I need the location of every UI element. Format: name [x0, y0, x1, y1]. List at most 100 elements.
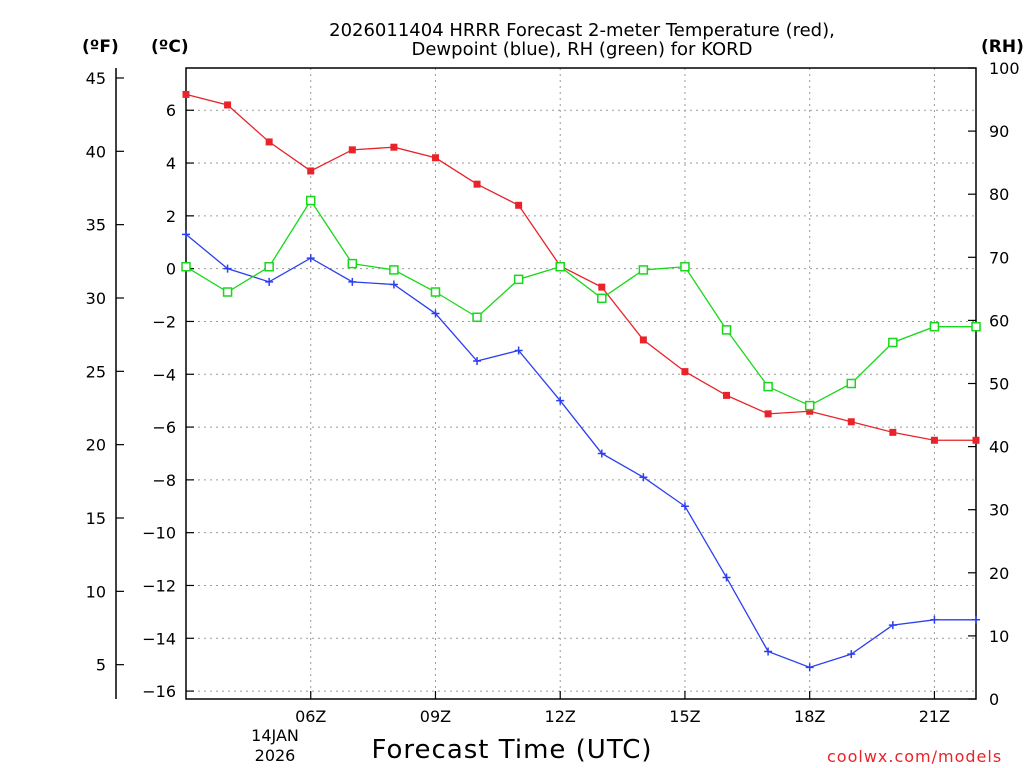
rh-tick-label: 20: [989, 564, 1009, 583]
data-point: [680, 262, 690, 272]
data-point: [265, 138, 273, 146]
data-point: [847, 650, 856, 659]
data-point: [930, 615, 939, 624]
data-point: [971, 321, 981, 332]
rh-tick-label: 100: [989, 59, 1020, 78]
data-point: [182, 230, 190, 239]
celsius-tick-label: −8: [152, 471, 176, 490]
data-point: [224, 101, 232, 109]
fahrenheit-unit-label: (ºF): [82, 37, 119, 57]
date-label-year: 2026: [255, 746, 296, 765]
x-tick-label: 12Z: [545, 707, 576, 726]
rh-tick-label: 0: [989, 690, 999, 709]
data-point: [515, 201, 523, 209]
data-point: [265, 277, 274, 286]
data-point: [223, 264, 232, 273]
data-point: [639, 473, 648, 482]
data-point: [722, 573, 731, 582]
fahrenheit-tick-label: 20: [86, 436, 106, 455]
x-tick-label: 15Z: [669, 707, 700, 726]
data-point: [764, 410, 772, 418]
x-axis-title: Forecast Time (UTC): [371, 735, 652, 765]
data-point: [763, 381, 773, 392]
data-point: [431, 154, 439, 162]
x-tick-label: 09Z: [420, 707, 451, 726]
rh-tick-label: 50: [989, 375, 1009, 394]
credit-text: coolwx.com/models: [827, 747, 1002, 766]
rh-unit-label: (RH): [981, 37, 1024, 57]
celsius-tick-label: −6: [152, 418, 176, 437]
data-point: [348, 146, 356, 154]
data-point: [513, 274, 524, 285]
data-point: [972, 615, 980, 624]
rh-tick-label: 30: [989, 501, 1009, 520]
data-point: [555, 262, 565, 272]
series-2-meter-temperature: [182, 90, 980, 444]
rh-tick-label: 70: [989, 248, 1009, 267]
data-point: [723, 391, 731, 399]
fahrenheit-tick-label: 30: [86, 289, 106, 308]
fahrenheit-tick-label: 10: [86, 582, 106, 601]
data-point: [929, 321, 940, 332]
data-point: [556, 396, 565, 405]
fahrenheit-tick-label: 35: [86, 216, 106, 235]
celsius-unit-label: (ºC): [151, 37, 189, 57]
data-point: [473, 357, 482, 366]
data-point: [764, 647, 773, 656]
data-point: [681, 368, 689, 376]
data-point: [598, 283, 606, 291]
data-point: [472, 312, 482, 322]
x-tick-label: 21Z: [919, 707, 950, 726]
rh-tick-label: 90: [989, 122, 1009, 141]
data-point: [638, 265, 649, 275]
data-point: [390, 143, 398, 151]
data-point: [888, 337, 898, 348]
date-label-day: 14JAN: [251, 726, 299, 745]
celsius-tick-label: −12: [142, 576, 176, 595]
data-point: [348, 277, 357, 286]
data-point: [846, 378, 857, 389]
series-dewpoint: [182, 230, 980, 672]
x-tick-label: 06Z: [295, 707, 326, 726]
data-point: [473, 180, 481, 188]
data-point: [307, 167, 315, 175]
data-point: [806, 407, 814, 415]
chart-title-line-1: 2026011404 HRRR Forecast 2-meter Tempera…: [329, 20, 835, 41]
data-point: [389, 280, 398, 289]
data-point: [597, 293, 607, 304]
data-point: [181, 262, 191, 272]
data-point: [888, 621, 897, 630]
rh-tick-label: 10: [989, 627, 1009, 646]
data-point: [182, 90, 190, 98]
celsius-tick-label: −4: [152, 365, 176, 384]
fahrenheit-tick-label: 15: [86, 509, 106, 528]
data-series: [181, 90, 981, 672]
data-point: [805, 663, 814, 672]
grid-lines: [186, 68, 976, 699]
celsius-tick-label: −16: [142, 682, 176, 701]
data-point: [431, 309, 440, 318]
data-point: [680, 502, 689, 511]
data-point: [597, 449, 606, 458]
fahrenheit-tick-label: 25: [86, 362, 106, 381]
data-point: [847, 418, 855, 426]
celsius-tick-label: 6: [166, 101, 176, 120]
series-line: [185, 233, 976, 669]
celsius-tick-label: −2: [152, 312, 176, 331]
data-point: [389, 265, 399, 275]
celsius-tick-label: −10: [142, 524, 176, 543]
x-tick-label: 18Z: [794, 707, 825, 726]
data-point: [305, 195, 316, 206]
chart-title-line-2: Dewpoint (blue), RH (green) for KORD: [411, 39, 752, 60]
fahrenheit-tick-label: 40: [86, 142, 106, 161]
fahrenheit-tick-label: 45: [86, 69, 106, 88]
data-point: [721, 325, 732, 335]
series-line: [185, 93, 976, 441]
series-line: [185, 199, 976, 407]
rh-tick-label: 80: [989, 185, 1009, 204]
data-point: [639, 336, 647, 344]
rh-tick-label: 60: [989, 311, 1009, 330]
data-point: [222, 287, 233, 297]
celsius-tick-label: 2: [166, 207, 176, 226]
